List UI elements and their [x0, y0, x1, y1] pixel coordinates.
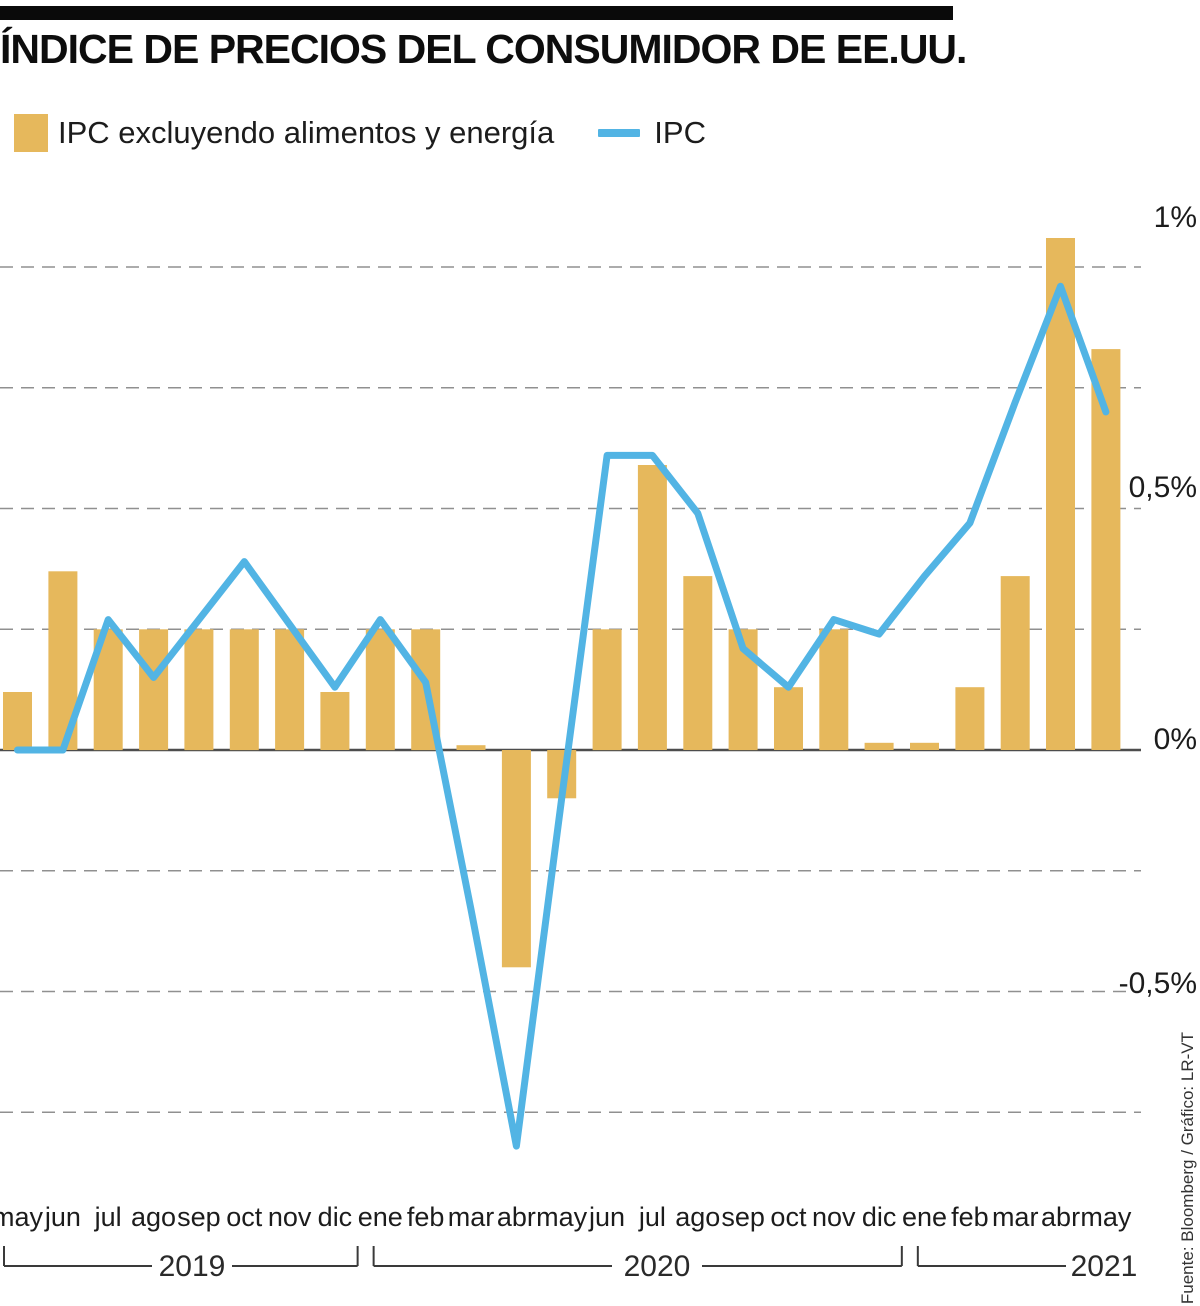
month-label-oct-17: oct: [770, 1202, 807, 1232]
bar-oct-5: [229, 629, 259, 751]
month-label-nov-6: nov: [267, 1202, 312, 1232]
bar-mar-10: [456, 745, 486, 750]
year-label-2021: 2021: [1070, 1250, 1138, 1283]
chart-legend: IPC excluyendo alimentos y energía IPC: [14, 110, 706, 156]
page-title: ÍNDICE DE PRECIOS DEL CONSUMIDOR DE EE.U…: [0, 26, 967, 72]
top-accent-bar: [0, 6, 953, 20]
source-credit: Fuente: Bloomberg / Gráfico: LR-VT: [1178, 1031, 1197, 1304]
month-label-jul-2: jul: [94, 1202, 122, 1232]
ipc-line: [14, 282, 1110, 1150]
month-label-ago-15: ago: [675, 1202, 721, 1232]
bar-ene-8: [365, 629, 395, 751]
year-label-2020: 2020: [623, 1250, 691, 1283]
month-label-sep-16: sep: [721, 1202, 765, 1232]
month-label-mar-10: mar: [447, 1202, 495, 1232]
y-tick-label-1%: 1%: [1153, 201, 1197, 234]
month-label-ene-20: ene: [901, 1202, 948, 1232]
bar-nov-6: [275, 629, 305, 751]
bars-legend-label: IPC excluyendo alimentos y energía: [58, 115, 555, 150]
bar-nov-18: [819, 629, 849, 751]
y-tick-label--0,5%: -0,5%: [1118, 966, 1197, 1000]
month-label-abr-23: abr: [1041, 1202, 1081, 1232]
month-label-may-12: may: [536, 1202, 588, 1232]
month-label-ene-8: ene: [357, 1202, 403, 1232]
bar-sep-4: [184, 629, 214, 751]
line-legend-swatch: [598, 129, 641, 137]
bar-may-24: [1091, 349, 1121, 750]
bar-dic-7: [320, 692, 350, 750]
bar-ago-15: [683, 576, 713, 750]
month-label-oct-5: oct: [226, 1202, 263, 1232]
bars-legend-swatch: [14, 114, 48, 152]
month-label-jul-14: jul: [638, 1202, 666, 1232]
month-label-jun-1: jun: [44, 1202, 81, 1232]
bar-mar-22: [1000, 576, 1030, 750]
year-label-2019: 2019: [158, 1250, 226, 1283]
month-label-feb-21: feb: [951, 1202, 989, 1232]
month-label-feb-9: feb: [406, 1202, 445, 1232]
bar-ene-20: [910, 742, 939, 750]
y-tick-label-0,5%: 0,5%: [1128, 470, 1197, 504]
bar-feb-21: [955, 687, 985, 750]
month-label-dic-7: dic: [317, 1202, 353, 1232]
month-label-sep-4: sep: [177, 1202, 221, 1232]
bar-jul-14: [637, 465, 667, 750]
bar-abr-11: [501, 750, 531, 968]
bar-may-0: [3, 692, 32, 750]
month-label-nov-18: nov: [812, 1202, 856, 1232]
bar-ago-3: [139, 629, 169, 751]
month-label-may-0: may: [0, 1202, 43, 1232]
bar-jun-13: [592, 629, 622, 751]
month-label-mar-22: mar: [991, 1202, 1039, 1232]
bar-oct-17: [774, 687, 803, 750]
month-label-ago-3: ago: [131, 1202, 177, 1232]
month-label-jun-13: jun: [589, 1202, 626, 1232]
month-label-dic-19: dic: [861, 1202, 897, 1232]
line-legend-label: IPC: [654, 115, 706, 150]
month-label-abr-11: abr: [496, 1202, 536, 1232]
month-label-may-24: may: [1080, 1202, 1132, 1232]
bar-dic-19: [864, 742, 894, 750]
y-tick-label-0%: 0%: [1153, 723, 1197, 756]
